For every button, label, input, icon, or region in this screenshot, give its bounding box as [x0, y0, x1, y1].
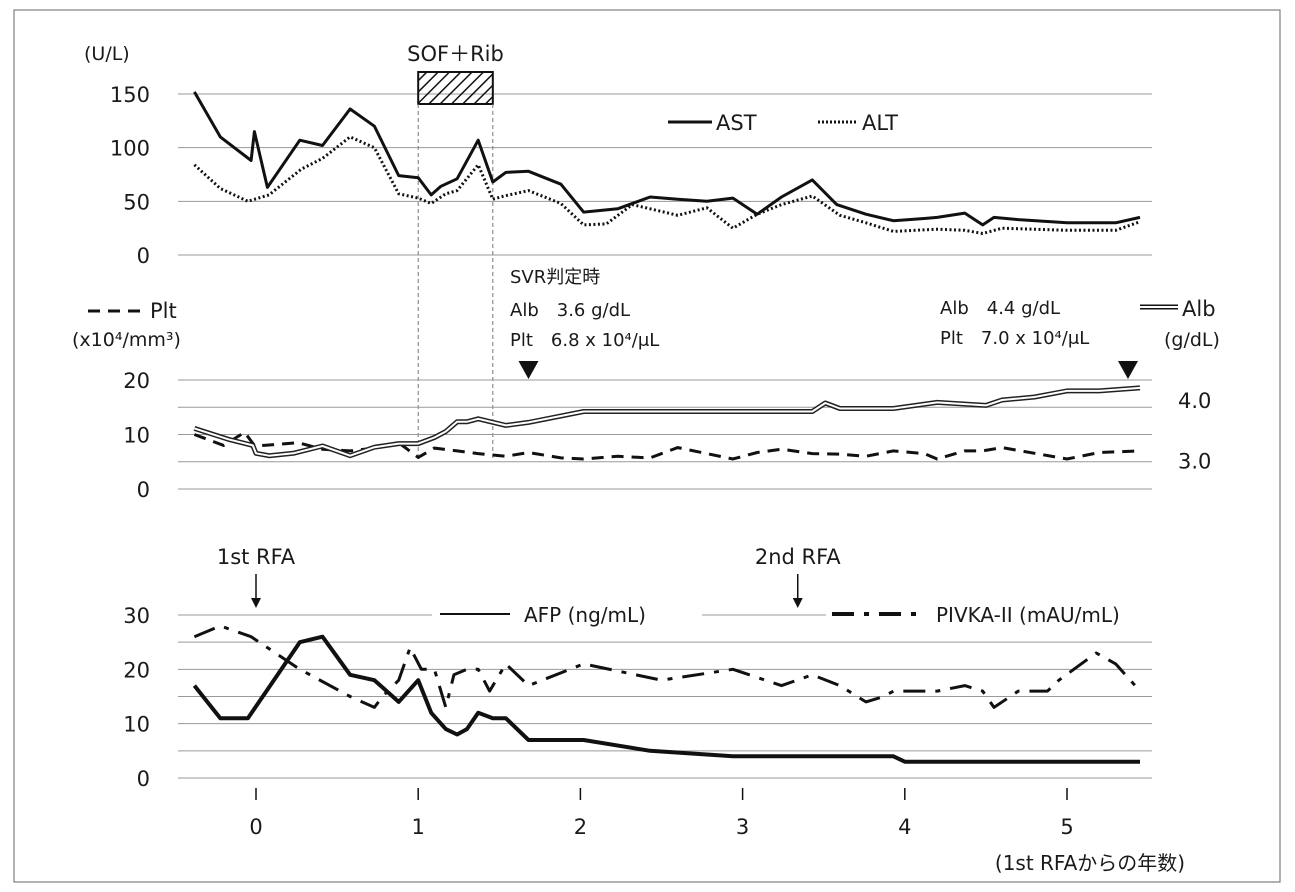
- plt-axis-legend: Plt (x10⁴/mm³): [72, 299, 181, 351]
- rfa-event-label: 1st RFA: [217, 545, 296, 569]
- legend-ast-label: AST: [716, 111, 757, 135]
- x-tick-label: 4: [898, 815, 911, 839]
- ast-alt-y-tick-labels: 150 100 50 0: [110, 83, 150, 268]
- latest-triangle-marker: [1117, 361, 1138, 379]
- afp-pivka-series: [192, 624, 1142, 764]
- plt-tick-label: 20: [123, 369, 150, 393]
- y-tick-label: 0: [137, 767, 150, 791]
- y-tick-label: 10: [123, 713, 150, 737]
- ast-alt-series: [193, 91, 1141, 235]
- ast-alt-panel: 150 100 50 0 (U/L) SOF＋Rib AST ALT: [84, 42, 1152, 458]
- alb-tick-label: 3.0: [1178, 450, 1211, 474]
- ast-alt-legend: AST ALT: [668, 111, 898, 135]
- latest-annotation-alb: Alb 4.4 g/dL: [940, 298, 1060, 319]
- latest-annotation-plt: Plt 7.0 x 10⁴/μL: [940, 328, 1089, 349]
- figure-frame: [13, 9, 1281, 883]
- alb-axis-legend: Alb (g/dL): [1140, 297, 1220, 351]
- rfa-event-markers: 1st RFA 2nd RFA: [217, 545, 841, 608]
- rfa-arrow-head: [251, 598, 261, 608]
- plt-line: [193, 430, 1141, 461]
- treatment-hatched-box: [417, 71, 494, 105]
- y-tick-label: 150: [110, 83, 150, 107]
- svr-annotation-alb: Alb 3.6 g/dL: [510, 300, 630, 321]
- y-tick-label: 0: [137, 244, 150, 268]
- legend-afp-backdrop: [432, 600, 702, 634]
- afp-line: [192, 634, 1140, 764]
- afp-pivka-legend: AFP (ng/mL) PIVKA-II (mAU/mL): [432, 600, 1201, 634]
- legend-alt-label: ALT: [862, 111, 898, 135]
- x-axis-title: (1st RFAからの年数): [995, 851, 1185, 875]
- alt-line: [193, 135, 1141, 235]
- plt-unit-label: (x10⁴/mm³): [72, 329, 181, 351]
- svr-annotation-title: SVR判定時: [510, 267, 600, 288]
- y-tick-label: 50: [123, 190, 150, 214]
- alb-tick-label: 4.0: [1178, 389, 1211, 413]
- latest-annotation: Alb 4.4 g/dL Plt 7.0 x 10⁴/μL: [940, 298, 1138, 379]
- svr-annotation-plt: Plt 6.8 x 10⁴/μL: [510, 330, 659, 351]
- x-tick-label: 2: [574, 815, 587, 839]
- pivka-line: [193, 624, 1142, 709]
- legend-plt-label: Plt: [150, 299, 177, 323]
- plt-y-tick-labels: 20 10 0: [123, 369, 150, 502]
- x-tick-label: 1: [412, 815, 425, 839]
- legend-afp-label: AFP (ng/mL): [524, 603, 646, 627]
- plt-tick-label: 0: [137, 478, 150, 502]
- treatment-label: SOF＋Rib: [407, 42, 504, 66]
- alb-y-tick-labels: 4.0 3.0: [1178, 389, 1211, 474]
- ast-line: [193, 91, 1141, 227]
- plt-alb-panel: 20 10 0 4.0 3.0 Plt (x10⁴/mm³) Alb (g/dL) S…: [72, 267, 1220, 502]
- plt-tick-label: 10: [123, 424, 150, 448]
- svr-annotation: SVR判定時 Alb 3.6 g/dL Plt 6.8 x 10⁴/μL: [510, 267, 659, 379]
- alb-unit-label: (g/dL): [1164, 329, 1220, 351]
- x-tick-label: 5: [1060, 815, 1073, 839]
- alb-line-inner: [194, 386, 1141, 457]
- y-tick-label: 20: [123, 658, 150, 682]
- treatment-marker: SOF＋Rib: [407, 42, 504, 458]
- x-tick-label: 3: [736, 815, 749, 839]
- svr-triangle-marker: [518, 361, 539, 379]
- y-tick-label: 30: [123, 604, 150, 628]
- x-tick-label: 0: [249, 815, 262, 839]
- rfa-arrow-head: [792, 598, 803, 608]
- rfa-event-label: 2nd RFA: [755, 545, 841, 569]
- y-tick-label: 100: [110, 137, 150, 161]
- afp-pivka-y-tick-labels: 30 20 10 0: [123, 604, 150, 791]
- x-axis: 0 1 2 3 4 5: [249, 788, 1074, 839]
- plt-alb-series: [193, 385, 1141, 461]
- legend-alb-label: Alb: [1182, 297, 1216, 321]
- legend-pivka-label: PIVKA-II (mAU/mL): [936, 603, 1120, 627]
- ast-alt-y-axis-label: (U/L): [84, 43, 130, 65]
- ast-alt-gridlines: [178, 93, 1152, 256]
- legend-pivka-backdrop: [826, 600, 1201, 634]
- plt-alb-gridlines: [178, 379, 1152, 490]
